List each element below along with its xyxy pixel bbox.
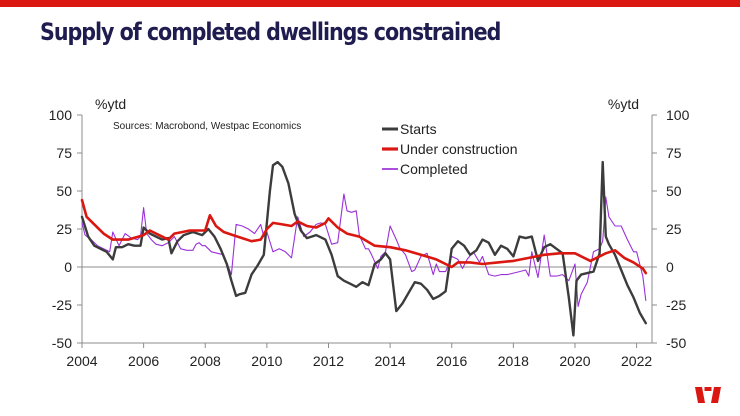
left-y-tick-label: 75 bbox=[56, 145, 72, 161]
x-tick-label: 2018 bbox=[498, 353, 529, 369]
chart-legend: Starts Under construction Completed bbox=[382, 121, 518, 177]
x-tick-label: 2004 bbox=[66, 353, 97, 369]
left-y-tick-label: 50 bbox=[56, 183, 72, 199]
x-tick-label: 2022 bbox=[621, 353, 652, 369]
right-y-tick-label: 75 bbox=[666, 145, 682, 161]
legend-label: Starts bbox=[400, 121, 437, 137]
right-y-tick-label: -25 bbox=[666, 297, 686, 313]
left-y-tick-label: 25 bbox=[56, 221, 72, 237]
left-y-tick-label: 0 bbox=[64, 259, 72, 275]
left-y-tick-label: -25 bbox=[52, 297, 72, 313]
chart-series bbox=[80, 160, 648, 337]
x-tick-label: 2014 bbox=[375, 353, 406, 369]
x-tick-label: 2012 bbox=[313, 353, 344, 369]
series-line-completed bbox=[81, 193, 647, 308]
x-tick-label: 2006 bbox=[128, 353, 159, 369]
right-y-tick-label: 25 bbox=[666, 221, 682, 237]
series-line-starts bbox=[80, 160, 647, 337]
brand-accent-bar bbox=[0, 0, 740, 7]
legend-label: Completed bbox=[400, 161, 468, 177]
right-y-tick-label: 0 bbox=[666, 259, 674, 275]
left-y-tick-label: 100 bbox=[49, 107, 73, 123]
right-y-tick-label: -50 bbox=[666, 335, 686, 351]
legend-label: Under construction bbox=[400, 141, 518, 157]
x-tick-label: 2008 bbox=[190, 353, 221, 369]
chart-axes: 100 100 75 75 50 50 25 25 0 0 -25 -25 -50 -50 2004 2006… bbox=[49, 107, 690, 369]
left-axis-unit: %ytd bbox=[95, 96, 126, 112]
x-tick-label: 2016 bbox=[436, 353, 467, 369]
left-y-tick-label: -50 bbox=[52, 335, 72, 351]
right-axis-unit: %ytd bbox=[608, 96, 639, 112]
x-tick-label: 2010 bbox=[251, 353, 282, 369]
westpac-logo-icon bbox=[695, 387, 721, 403]
series-line-under-construction bbox=[80, 198, 648, 275]
source-note: Sources: Macrobond, Westpac Economics bbox=[113, 121, 301, 132]
x-tick-label: 2020 bbox=[559, 353, 590, 369]
right-y-tick-label: 100 bbox=[666, 107, 690, 123]
right-y-tick-label: 50 bbox=[666, 183, 682, 199]
slide-title: Supply of completed dwellings constraine… bbox=[40, 18, 501, 46]
